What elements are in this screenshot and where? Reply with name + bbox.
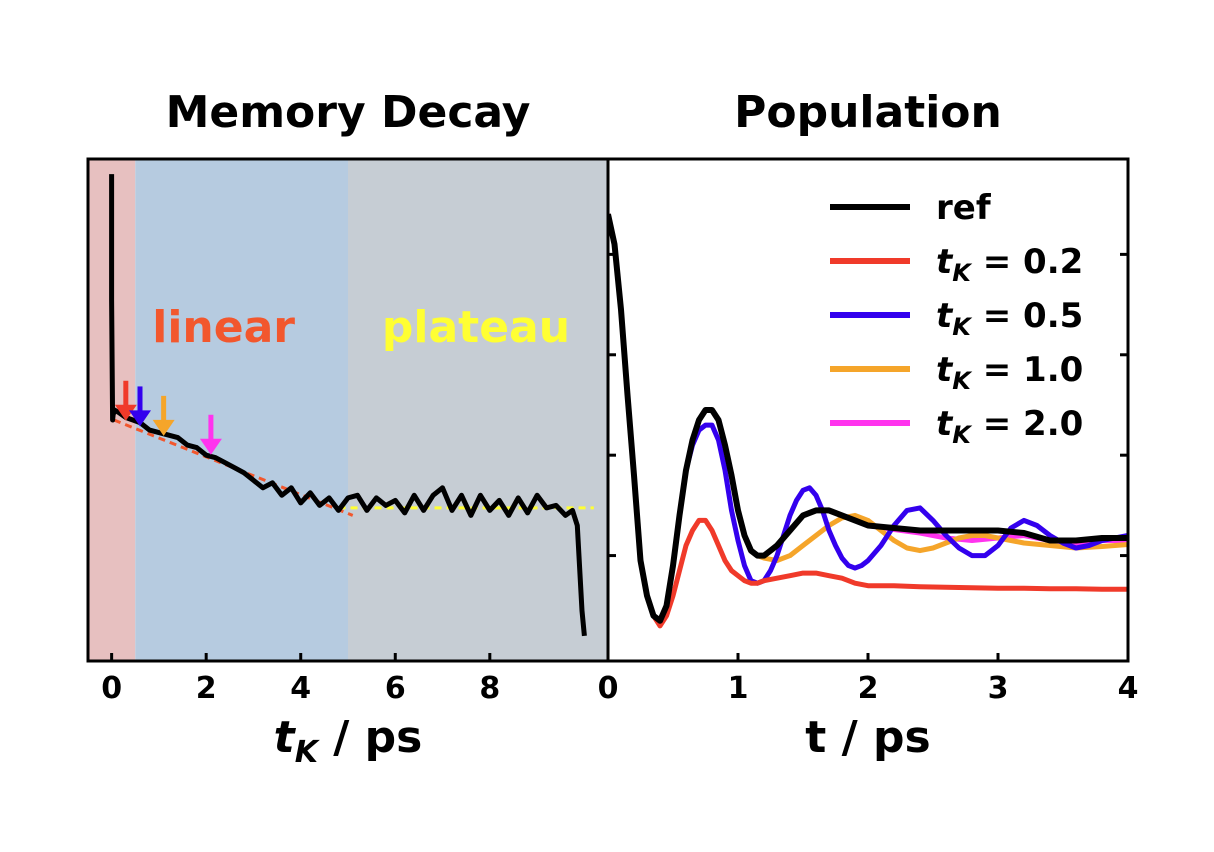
left-x-ticks: 0 2 4 6 8 [101,653,500,706]
right-x-axis-label: t / ps [805,712,930,763]
region-label-plateau: plateau [382,302,570,353]
left-series-lines [109,174,587,637]
population-series-line-0 [608,213,1128,624]
right-legend: ref tK = 0.2 tK = 0.5 tK = 1.0 tK = 2.0 [830,188,1083,449]
left-x-axis-label-unit: / ps [318,712,422,763]
left-x-axis-label-var: t [274,712,297,763]
right-x-tick-label: 3 [988,671,1009,706]
region-band-1 [135,159,348,661]
left-x-tick-label: 2 [196,671,217,706]
right-x-tick-label: 2 [858,671,879,706]
right-x-tick-label: 4 [1118,671,1139,706]
tk-arrow-2 [152,395,175,436]
tk-arrow-3 [199,414,222,455]
legend-entry-1: tK = 0.2 [830,242,1083,287]
region-label-linear: linear [152,302,295,353]
region-band-2 [348,159,608,661]
legend-label: tK = 0.2 [936,242,1083,287]
legend-entry-3: tK = 1.0 [830,350,1083,395]
legend-label: ref [936,188,992,228]
legend-label: tK = 1.0 [936,350,1083,395]
left-x-tick-label: 6 [385,671,406,706]
right-x-tick-label: 1 [728,671,749,706]
legend-label: tK = 2.0 [936,404,1083,449]
left-fit-lines [113,418,594,517]
memory-series-line [109,174,587,637]
left-x-axis-label-sub: K [295,735,321,770]
left-x-tick-label: 4 [290,671,311,706]
left-region-labels: linear plateau [152,302,570,353]
right-x-tick-label: 0 [598,671,619,706]
left-arrows [114,380,222,455]
tk-arrow-0 [114,380,137,421]
legend-entry-2: tK = 0.5 [830,296,1083,341]
left-panel-title: Memory Decay [166,87,531,138]
left-x-axis-label: tK / ps [274,712,423,770]
tk-arrow-1 [129,386,151,427]
left-x-tick-label: 8 [479,671,500,706]
right-plot-frame [606,157,1130,663]
right-series-lines [608,213,1128,629]
left-x-tick-label: 0 [101,671,122,706]
right-panel-title: Population [734,87,1002,138]
linear-fit-line [113,418,354,517]
legend-label: tK = 0.5 [936,296,1083,341]
legend-entry-0: ref [830,188,992,228]
left-region-bands [88,159,608,661]
right-x-ticks: 0 1 2 3 4 [598,653,1139,706]
legend-entry-4: tK = 2.0 [830,404,1083,449]
